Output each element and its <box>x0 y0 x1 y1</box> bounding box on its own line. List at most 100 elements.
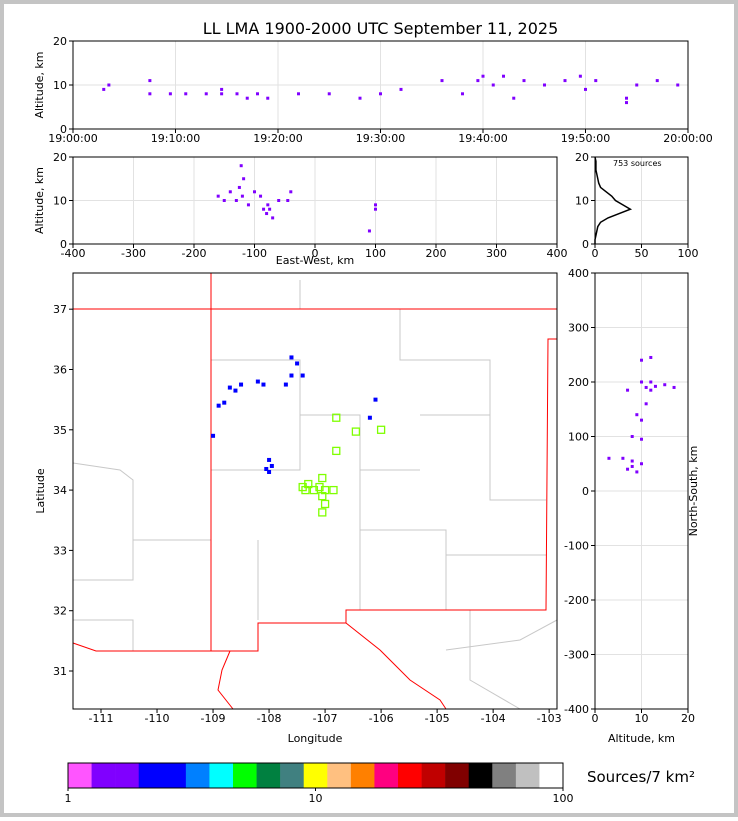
colorbar-segment <box>115 763 140 788</box>
source-point <box>461 92 464 96</box>
x-tick-label: 100 <box>365 247 386 260</box>
axes-frame <box>72 156 558 245</box>
colorbar-segment <box>256 763 281 788</box>
source-point <box>640 462 643 466</box>
source-point <box>204 92 208 96</box>
source-point <box>653 384 657 388</box>
source-point <box>607 456 611 460</box>
source-point <box>476 79 480 83</box>
y-axis-label: Latitude <box>34 468 47 514</box>
colorbar-segment <box>492 763 517 788</box>
source-point <box>255 379 260 384</box>
source-point <box>216 194 220 198</box>
source-point <box>267 470 272 475</box>
x-tick-label: 100 <box>553 792 574 805</box>
x-axis-label: Altitude, km <box>608 732 675 745</box>
x-tick-label: -109 <box>201 712 226 725</box>
source-point <box>676 83 680 87</box>
colorbar-segment <box>421 763 446 788</box>
x-tick-label: 1 <box>65 792 72 805</box>
y-tick-label: 400 <box>568 267 589 280</box>
source-point <box>266 96 270 100</box>
source-point <box>300 373 305 378</box>
x-tick-label: 50 <box>635 247 649 260</box>
station <box>309 485 319 495</box>
x-tick-label: 20 <box>681 712 695 725</box>
source-point <box>327 92 331 96</box>
y-tick-label: 32 <box>53 605 67 618</box>
source-point <box>227 385 232 390</box>
source-point <box>261 382 266 387</box>
colorbar-segment <box>374 763 399 788</box>
axes-frame <box>72 272 558 710</box>
source-point <box>630 464 634 468</box>
y-tick-label: 20 <box>575 151 589 164</box>
x-tick-label: 200 <box>426 247 447 260</box>
source-point <box>373 397 378 402</box>
station <box>329 485 338 495</box>
y-tick-label: 300 <box>568 322 589 335</box>
source-point <box>635 470 639 474</box>
colorbar-segment <box>68 763 92 788</box>
source-point <box>374 207 377 211</box>
colorbar-segment <box>138 763 163 788</box>
source-point <box>358 96 362 100</box>
station <box>318 491 327 501</box>
y-tick-label: 0 <box>582 485 589 498</box>
y-tick-label: 34 <box>53 484 67 497</box>
x-tick-label: -300 <box>121 247 146 260</box>
source-point <box>262 207 266 211</box>
source-point <box>644 402 648 406</box>
source-point <box>374 203 377 207</box>
x-tick-label: -106 <box>369 712 394 725</box>
source-point <box>246 203 250 207</box>
source-point <box>584 87 587 91</box>
y-tick-label: -100 <box>564 540 589 553</box>
colorbar-segment <box>280 763 305 788</box>
source-point <box>578 74 582 78</box>
chart-title: LL LMA 1900-2000 UTC September 11, 2025 <box>203 19 559 38</box>
source-point <box>220 92 224 96</box>
x-tick-label: 0 <box>592 712 599 725</box>
colorbar-segment <box>515 763 540 788</box>
station <box>332 413 341 422</box>
source-point <box>271 216 275 220</box>
source-point <box>233 388 238 393</box>
source-point <box>148 79 152 83</box>
source-point <box>220 87 224 91</box>
x-tick-label: -108 <box>257 712 282 725</box>
source-point <box>239 164 243 168</box>
source-point <box>269 463 274 468</box>
source-point <box>543 83 546 87</box>
source-point <box>630 459 634 463</box>
x-tick-label: -103 <box>537 712 562 725</box>
source-point <box>295 361 300 366</box>
source-point <box>242 177 246 181</box>
station <box>318 473 327 483</box>
source-point <box>283 382 288 387</box>
y-tick-label: 10 <box>575 195 589 208</box>
x-tick-label: 10 <box>309 792 323 805</box>
x-tick-label: 19:10:00 <box>151 132 200 145</box>
y-tick-label: -400 <box>564 703 589 716</box>
source-point <box>640 437 643 441</box>
source-point <box>635 83 639 87</box>
axes-frame <box>72 40 689 130</box>
x-tick-label: 19:00:00 <box>48 132 97 145</box>
source-point <box>491 83 495 87</box>
station <box>298 482 307 492</box>
y-tick-label: 0 <box>60 238 67 251</box>
y-tick-label: 100 <box>568 431 589 444</box>
y-tick-label: 31 <box>53 665 67 678</box>
x-tick-label: -400 <box>61 247 86 260</box>
x-tick-label: 300 <box>486 247 507 260</box>
y-tick-label: -300 <box>564 649 589 662</box>
source-point <box>594 79 598 83</box>
source-point <box>268 207 272 211</box>
axes-frame <box>594 156 689 245</box>
source-point <box>649 388 653 392</box>
y-axis-label: Altitude, km <box>33 51 46 118</box>
y-tick-label: 37 <box>53 303 67 316</box>
